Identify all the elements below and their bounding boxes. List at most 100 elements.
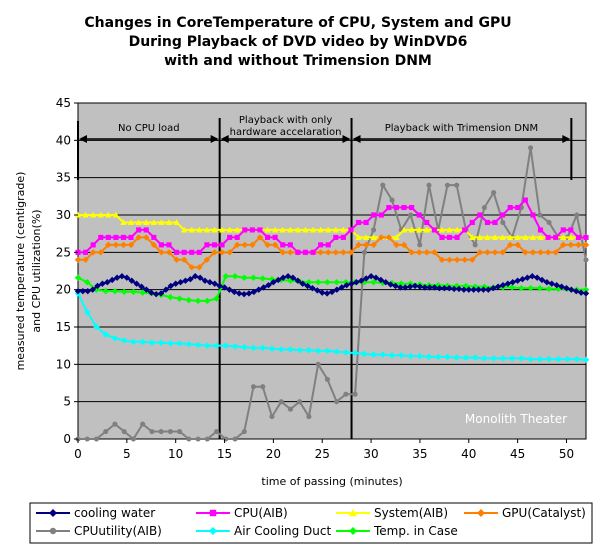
data-point xyxy=(196,274,204,281)
data-point xyxy=(272,234,278,240)
data-point xyxy=(411,282,419,290)
data-point xyxy=(558,283,565,290)
data-point xyxy=(573,287,580,295)
data-point xyxy=(370,234,377,240)
x-tick-label: 30 xyxy=(363,447,378,461)
data-point xyxy=(506,241,514,249)
data-point xyxy=(304,282,311,290)
data-point xyxy=(484,249,491,256)
data-point xyxy=(158,219,165,226)
series-0 xyxy=(74,273,590,298)
data-point xyxy=(518,355,525,362)
legend-label: CPUutility(AIB) xyxy=(74,524,162,538)
data-point xyxy=(173,256,180,263)
data-point xyxy=(151,234,157,240)
data-point xyxy=(157,290,165,297)
data-point xyxy=(560,234,567,240)
legend-item: CPU(AIB) xyxy=(196,506,288,520)
data-point xyxy=(204,436,210,442)
data-point xyxy=(309,226,317,233)
data-point xyxy=(89,211,97,218)
data-point xyxy=(347,249,355,256)
data-point xyxy=(389,197,395,203)
data-point xyxy=(361,249,367,255)
phase-arrow-head-right xyxy=(342,135,351,143)
data-point xyxy=(118,273,126,280)
data-point xyxy=(257,227,263,233)
data-point xyxy=(509,279,516,286)
data-point xyxy=(472,242,478,248)
data-point xyxy=(406,283,414,290)
data-point xyxy=(84,287,91,295)
legend-label: GPU(Catalyst) xyxy=(502,506,586,520)
data-point xyxy=(123,274,131,281)
data-point xyxy=(103,428,109,435)
data-point xyxy=(167,428,173,435)
data-point xyxy=(533,274,541,281)
data-point xyxy=(392,282,399,290)
data-point xyxy=(416,283,424,290)
data-point xyxy=(260,384,266,390)
data-point xyxy=(446,234,453,240)
data-point xyxy=(382,279,389,286)
data-point xyxy=(324,347,331,355)
data-point xyxy=(275,276,282,284)
data-point xyxy=(446,226,453,233)
y-tick-label: 45 xyxy=(56,96,71,110)
data-point xyxy=(340,226,347,233)
data-point xyxy=(514,241,521,249)
data-point xyxy=(211,226,218,233)
data-point xyxy=(484,234,491,240)
data-point xyxy=(476,249,484,256)
data-point xyxy=(355,219,362,226)
y-tick-label: 5 xyxy=(63,395,71,409)
data-point xyxy=(84,308,91,316)
data-point xyxy=(508,355,516,362)
phase-arrow-head-right xyxy=(210,135,219,143)
data-point xyxy=(98,234,104,240)
data-point xyxy=(504,280,512,287)
data-point xyxy=(338,284,345,291)
data-point xyxy=(287,406,293,412)
data-point xyxy=(378,234,385,241)
data-point xyxy=(537,227,544,233)
data-point xyxy=(130,338,137,346)
data-point xyxy=(583,234,589,240)
data-point xyxy=(74,256,82,263)
data-point xyxy=(82,256,89,263)
data-point xyxy=(74,274,82,281)
data-point xyxy=(453,354,460,361)
data-point xyxy=(135,234,142,241)
watermark: Monolith Theater xyxy=(465,412,567,426)
data-point xyxy=(157,339,165,346)
legend-label: Temp. in Case xyxy=(373,524,458,538)
data-point xyxy=(407,212,414,218)
data-point xyxy=(143,286,150,293)
data-point xyxy=(522,234,529,240)
legend-item: Air Cooling Duct xyxy=(196,524,332,538)
data-point xyxy=(222,273,229,280)
data-point xyxy=(537,212,543,218)
data-point xyxy=(372,274,380,281)
data-point xyxy=(172,280,179,287)
data-point xyxy=(453,226,461,233)
data-point xyxy=(529,234,537,240)
data-point xyxy=(128,277,135,284)
data-point xyxy=(323,290,331,297)
data-point xyxy=(111,287,119,295)
data-point xyxy=(379,351,386,358)
data-point xyxy=(250,384,257,390)
data-point xyxy=(221,284,228,291)
data-point xyxy=(211,242,218,248)
data-point xyxy=(454,234,460,240)
data-point xyxy=(317,226,324,233)
data-point xyxy=(426,284,433,291)
data-point xyxy=(370,351,377,358)
data-point xyxy=(582,241,590,249)
data-point xyxy=(380,182,386,188)
data-point xyxy=(537,234,544,240)
data-point xyxy=(120,219,127,226)
data-point xyxy=(79,287,87,295)
data-point xyxy=(358,277,365,284)
data-point xyxy=(148,339,156,346)
